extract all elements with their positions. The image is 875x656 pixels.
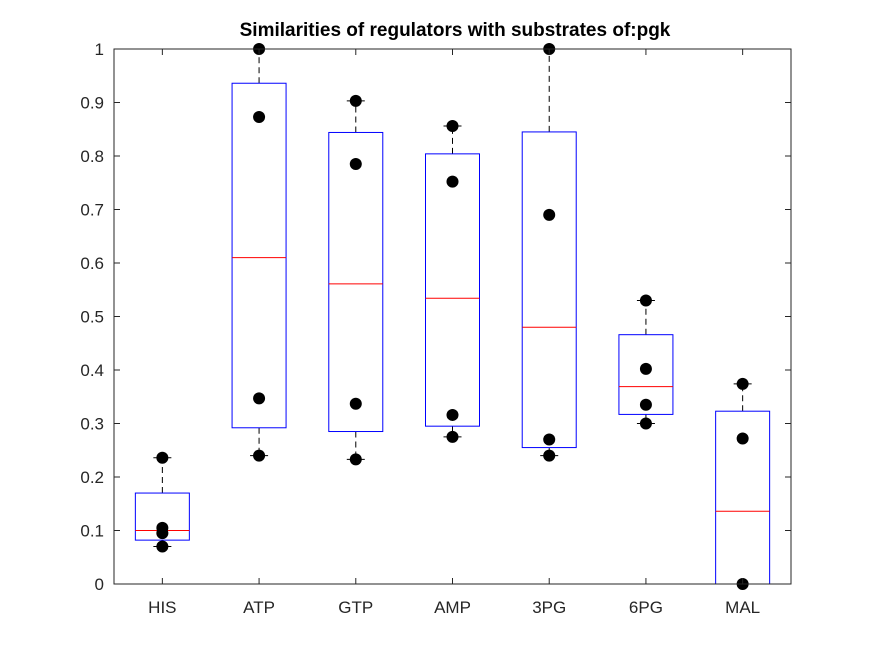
data-point — [156, 540, 169, 553]
data-point — [446, 120, 459, 133]
box-group-amp — [425, 120, 480, 443]
y-tick-label: 1 — [95, 40, 104, 59]
box-group-3pg — [521, 43, 577, 462]
box-group-6pg — [618, 294, 674, 430]
data-point — [349, 397, 362, 410]
box — [618, 334, 674, 415]
data-point — [156, 451, 169, 464]
y-tick-label: 0.7 — [80, 201, 104, 220]
box — [134, 492, 190, 541]
data-point — [446, 408, 459, 421]
axes: 0 0.1 0.2 0.3 0.4 0.5 0.6 0.7 0.8 0.9 1 HIS ATP GTP AM… — [80, 40, 792, 617]
plot-area — [134, 43, 771, 590]
x-tick-label: 3PG — [532, 598, 566, 617]
y-tick-label: 0.5 — [80, 308, 104, 327]
x-tick-label: ATP — [243, 598, 275, 617]
data-point — [543, 208, 556, 221]
data-point — [253, 449, 266, 462]
y-tick-label: 0.8 — [80, 147, 104, 166]
x-tick-label: 6PG — [629, 598, 663, 617]
box — [231, 82, 287, 429]
data-point — [639, 294, 652, 307]
data-point — [446, 175, 459, 188]
data-point — [543, 449, 556, 462]
x-tick-label: HIS — [148, 598, 176, 617]
y-tick-label: 0 — [95, 575, 104, 594]
y-tick-label: 0.3 — [80, 415, 104, 434]
chart-title: Similarities of regulators with substrat… — [240, 20, 671, 41]
x-tick-label: AMP — [434, 598, 471, 617]
data-point — [639, 417, 652, 430]
data-point — [349, 94, 362, 107]
data-point — [349, 158, 362, 171]
data-point — [253, 110, 266, 123]
data-point — [543, 433, 556, 446]
data-point — [736, 377, 749, 390]
y-tick-label: 0.4 — [80, 361, 104, 380]
data-point — [446, 430, 459, 443]
data-point — [253, 392, 266, 405]
y-tick-label: 0.9 — [80, 94, 104, 113]
data-point — [639, 398, 652, 411]
data-point — [639, 362, 652, 375]
y-tick-label: 0.6 — [80, 254, 104, 273]
y-tick-label: 0.1 — [80, 522, 104, 541]
box-group-his — [134, 451, 190, 553]
data-point — [156, 527, 169, 540]
data-point — [736, 432, 749, 445]
x-tick-label: GTP — [338, 598, 373, 617]
box — [521, 131, 577, 449]
y-tick-label: 0.2 — [80, 468, 104, 487]
box-group-gtp — [328, 94, 384, 466]
box — [328, 131, 384, 433]
x-tick-label: MAL — [725, 598, 760, 617]
data-point — [349, 453, 362, 466]
box — [425, 153, 480, 427]
